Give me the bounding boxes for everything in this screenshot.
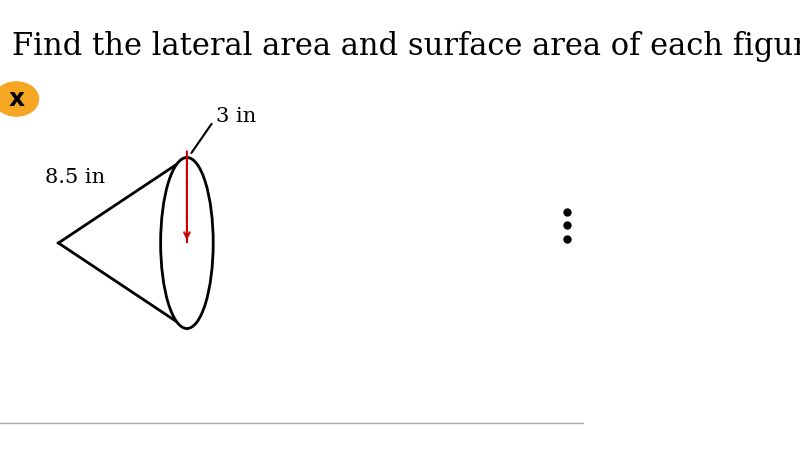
Circle shape: [0, 82, 38, 116]
Text: 8.5 in: 8.5 in: [45, 168, 105, 187]
Text: 3 in: 3 in: [216, 108, 256, 126]
Text: x: x: [8, 87, 25, 111]
Ellipse shape: [161, 158, 213, 328]
Text: Find the lateral area and surface area of each figure.: Find the lateral area and surface area o…: [12, 32, 800, 63]
